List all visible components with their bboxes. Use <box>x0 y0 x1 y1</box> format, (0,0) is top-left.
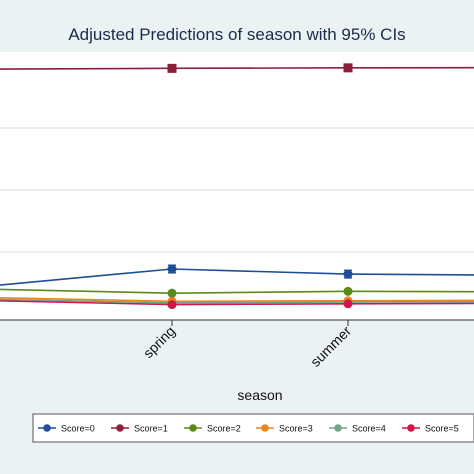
legend-item-4: Score=4 <box>329 424 386 434</box>
plot-area <box>0 52 474 320</box>
series-layer <box>0 63 474 310</box>
legend-label-2: Score=2 <box>207 424 241 434</box>
legend-box <box>32 413 474 443</box>
point-1-1 <box>167 63 177 73</box>
legend-marker-5 <box>407 424 415 432</box>
legend-label-0: Score=0 <box>61 424 95 434</box>
legend-item-5: Score=5 <box>402 424 459 434</box>
series-line-5 <box>0 300 474 306</box>
legend-item-3: Score=3 <box>256 424 313 434</box>
legend-label-4: Score=4 <box>352 424 386 434</box>
point-0-1 <box>167 264 177 274</box>
legend-marker-3 <box>261 424 269 432</box>
point-5-1 <box>167 300 177 310</box>
series-0 <box>0 264 474 286</box>
legend-marker-1 <box>116 424 124 432</box>
legend-item-2: Score=2 <box>184 424 241 434</box>
series-line-4 <box>0 298 474 304</box>
point-2-1 <box>167 288 177 298</box>
series-line-2 <box>0 288 474 294</box>
series-1 <box>0 63 474 73</box>
series-line-3 <box>0 297 474 303</box>
point-5-2 <box>343 299 353 309</box>
grid-lines <box>0 127 474 253</box>
legend-item-1: Score=1 <box>111 424 168 434</box>
x-axis-label: season <box>237 387 282 403</box>
legend: Score=0 Score=1 Score=2 Score=3 Score=4 Score… <box>38 424 459 434</box>
legend-item-0: Score=0 <box>38 424 95 434</box>
legend-label-5: Score=5 <box>425 424 459 434</box>
legend-marker-4 <box>334 424 342 432</box>
point-2-2 <box>343 286 353 296</box>
series-2 <box>0 286 474 298</box>
point-0-2 <box>343 269 353 279</box>
series-5 <box>0 299 474 310</box>
series-line-0 <box>0 268 474 286</box>
chart-title: Adjusted Predictions of season with 95% … <box>68 25 405 44</box>
legend-label-1: Score=1 <box>134 424 168 434</box>
series-line-1 <box>0 66 474 70</box>
legend-marker-2 <box>189 424 197 432</box>
legend-label-3: Score=3 <box>279 424 313 434</box>
point-1-2 <box>343 63 353 73</box>
legend-marker-0 <box>43 424 51 432</box>
